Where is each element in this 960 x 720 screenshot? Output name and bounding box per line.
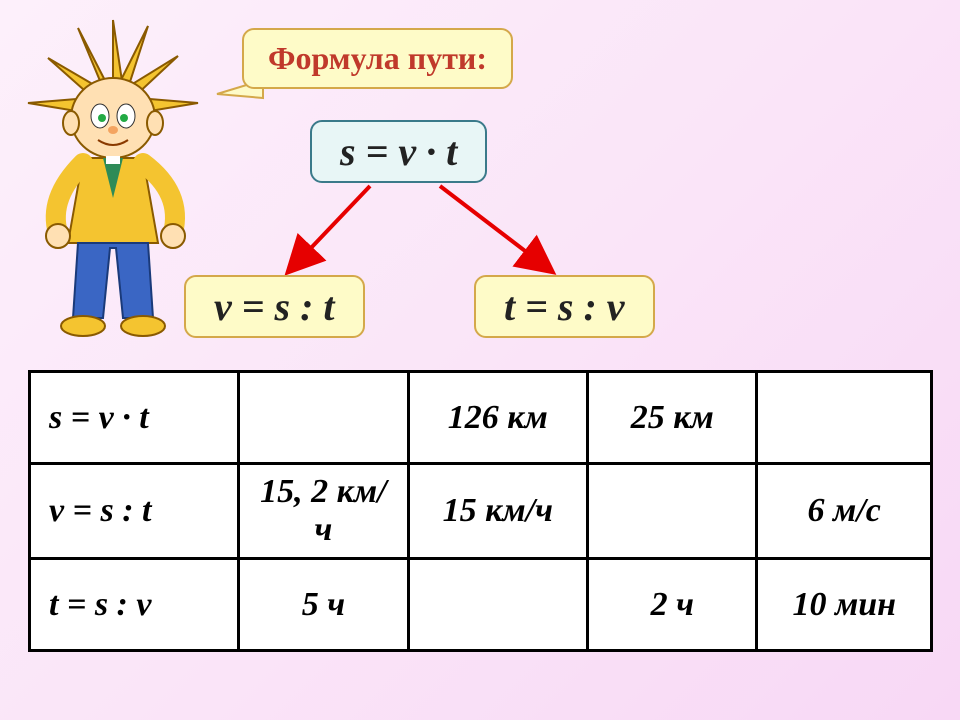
formula-arrows (250, 178, 630, 288)
bubble-text: Формула пути: (268, 40, 487, 76)
cell: 126 км (408, 372, 587, 464)
table-row: v = s : t 15, 2 км/ч 15 км/ч 6 м/с (30, 464, 932, 559)
row-head: v = s : t (30, 464, 239, 559)
speech-bubble: Формула пути: (242, 28, 513, 89)
formula-time-text: t = s : v (504, 284, 625, 329)
formula-velocity: v = s : t (184, 275, 365, 338)
formula-main: s = v · t (310, 120, 487, 183)
formula-time: t = s : v (474, 275, 655, 338)
cell: 6 м/с (757, 464, 932, 559)
row-head: t = s : v (30, 559, 239, 651)
cell: 5 ч (239, 559, 408, 651)
row-head: s = v · t (30, 372, 239, 464)
cell (239, 372, 408, 464)
cell: 15 км/ч (408, 464, 587, 559)
cell: 15, 2 км/ч (239, 464, 408, 559)
cell (757, 372, 932, 464)
cell: 25 км (588, 372, 757, 464)
table-row: t = s : v 5 ч 2 ч 10 мин (30, 559, 932, 651)
cell: 2 ч (588, 559, 757, 651)
table-row: s = v · t 126 км 25 км (30, 372, 932, 464)
formula-velocity-text: v = s : t (214, 284, 335, 329)
cell (588, 464, 757, 559)
cell (408, 559, 587, 651)
formula-main-text: s = v · t (340, 129, 457, 174)
data-table: s = v · t 126 км 25 км v = s : t 15, 2 к… (28, 370, 933, 652)
cell: 10 мин (757, 559, 932, 651)
